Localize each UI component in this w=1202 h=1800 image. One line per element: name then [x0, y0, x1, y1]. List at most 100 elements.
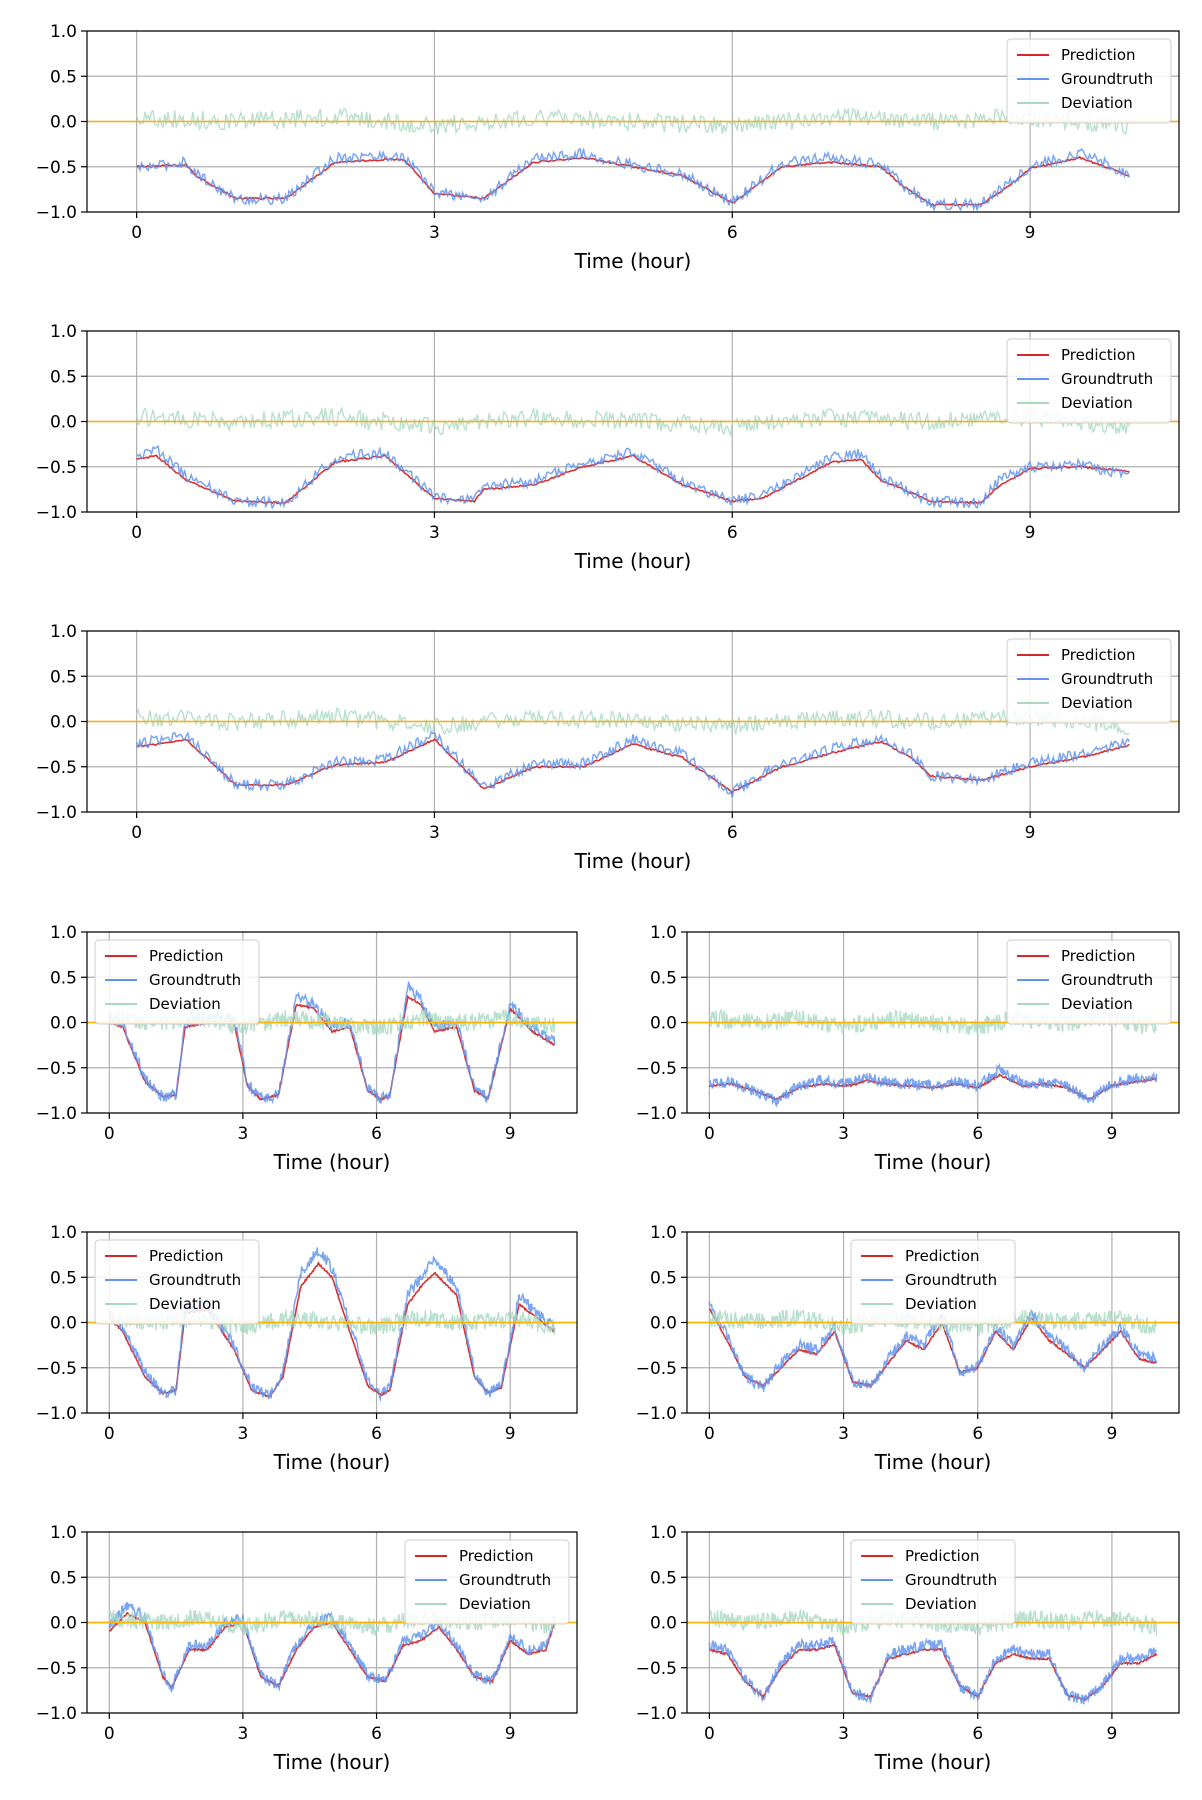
y-tick-label: 1.0 — [50, 923, 77, 943]
x-axis-label: Time (hour) — [273, 1750, 391, 1774]
series-line-prediction — [136, 155, 1130, 207]
legend-label-groundtruth: Groundtruth — [905, 1571, 997, 1589]
y-tick-label: 1.0 — [50, 1523, 77, 1543]
legend: Prediction Groundtruth Deviation — [94, 939, 260, 1025]
y-tick-label: −0.5 — [36, 1359, 77, 1379]
y-tick-label: 1.0 — [50, 1223, 77, 1243]
legend-label-groundtruth: Groundtruth — [459, 1571, 551, 1589]
x-tick-label: 0 — [704, 1424, 715, 1444]
x-tick-label: 0 — [104, 1424, 115, 1444]
series-line-deviation — [135, 106, 1130, 136]
chart-panel-row-1-full: 0 3 6 9 1.0 0.5 0.0 −0.5 −1.0 Time (hour) Predicti… — [36, 22, 1180, 273]
x-tick-label: 9 — [1106, 1724, 1117, 1744]
legend: Prediction Groundtruth Deviation — [1006, 338, 1172, 424]
legend-label-deviation: Deviation — [905, 1295, 977, 1313]
series-line-groundtruth — [136, 147, 1131, 212]
legend-label-deviation: Deviation — [905, 1595, 977, 1613]
legend-label-deviation: Deviation — [1061, 694, 1133, 712]
y-tick-label: −1.0 — [36, 1104, 77, 1124]
y-tick-label: 0.0 — [650, 1014, 677, 1034]
y-tick-label: 0.5 — [650, 1568, 677, 1588]
y-tick-label: 1.0 — [50, 22, 77, 42]
legend-label-prediction: Prediction — [149, 1247, 224, 1265]
plot-area — [135, 406, 1131, 510]
legend-label-groundtruth: Groundtruth — [1061, 70, 1153, 88]
series-line-groundtruth — [108, 1247, 556, 1403]
x-tick-label: 3 — [838, 1124, 849, 1144]
y-tick-label: 0.5 — [50, 367, 77, 387]
legend-label-prediction: Prediction — [459, 1547, 534, 1565]
y-tick-label: −1.0 — [36, 803, 77, 823]
x-tick-label: 6 — [972, 1124, 983, 1144]
x-tick-label: 3 — [838, 1424, 849, 1444]
legend-label-deviation: Deviation — [149, 995, 221, 1013]
y-tick-label: −1.0 — [36, 503, 77, 523]
x-tick-label: 6 — [972, 1424, 983, 1444]
chart-panel-row-5-right: 0 3 6 9 1.0 0.5 0.0 −0.5 −1.0 Time (hour) Predicti… — [636, 1223, 1180, 1474]
x-tick-label: 0 — [704, 1124, 715, 1144]
y-tick-label: 1.0 — [650, 1223, 677, 1243]
chart-panel-row-5-left: 0 3 6 9 1.0 0.5 0.0 −0.5 −1.0 Time (hour) Predicti… — [36, 1223, 578, 1474]
series-line-deviation — [135, 707, 1130, 736]
legend-label-deviation: Deviation — [1061, 94, 1133, 112]
legend: Prediction Groundtruth Deviation — [850, 1239, 1016, 1325]
y-tick-label: 0.5 — [650, 968, 677, 988]
y-tick-label: 1.0 — [650, 923, 677, 943]
legend-label-prediction: Prediction — [905, 1247, 980, 1265]
y-tick-label: 0.0 — [50, 713, 77, 733]
y-tick-label: 0.5 — [650, 1268, 677, 1288]
series-line-groundtruth — [708, 1636, 1158, 1705]
x-tick-label: 3 — [429, 523, 440, 543]
y-tick-label: −1.0 — [636, 1104, 677, 1124]
legend-label-deviation: Deviation — [149, 1295, 221, 1313]
y-tick-label: 0.0 — [50, 413, 77, 433]
x-tick-label: 0 — [104, 1124, 115, 1144]
x-tick-label: 3 — [237, 1124, 248, 1144]
x-tick-label: 6 — [727, 223, 738, 243]
x-axis-label: Time (hour) — [273, 1450, 391, 1474]
x-tick-label: 6 — [727, 523, 738, 543]
y-tick-label: −0.5 — [636, 1059, 677, 1079]
legend: Prediction Groundtruth Deviation — [1006, 38, 1172, 124]
y-tick-label: −0.5 — [36, 1659, 77, 1679]
y-tick-label: −0.5 — [636, 1659, 677, 1679]
x-tick-label: 9 — [1106, 1124, 1117, 1144]
x-tick-label: 3 — [429, 823, 440, 843]
y-tick-label: −1.0 — [636, 1704, 677, 1724]
x-tick-label: 9 — [505, 1724, 516, 1744]
x-tick-label: 0 — [131, 823, 142, 843]
chart-panel-row-2-full: 0 3 6 9 1.0 0.5 0.0 −0.5 −1.0 Time (hour) Predicti… — [36, 322, 1180, 573]
chart-panel-row-6-right: 0 3 6 9 1.0 0.5 0.0 −0.5 −1.0 Time (hour) Predicti… — [636, 1523, 1180, 1774]
series-line-deviation — [108, 1607, 556, 1636]
y-tick-label: 0.5 — [50, 968, 77, 988]
y-tick-label: 0.0 — [50, 1314, 77, 1334]
y-tick-label: −1.0 — [36, 203, 77, 223]
legend-label-groundtruth: Groundtruth — [149, 1271, 241, 1289]
x-tick-label: 9 — [1025, 523, 1036, 543]
y-tick-label: 0.0 — [50, 1014, 77, 1034]
legend: Prediction Groundtruth Deviation — [404, 1539, 570, 1625]
y-tick-label: 0.0 — [650, 1614, 677, 1634]
x-tick-label: 3 — [237, 1724, 248, 1744]
y-tick-label: −1.0 — [636, 1404, 677, 1424]
x-axis-label: Time (hour) — [574, 849, 692, 873]
x-tick-label: 0 — [704, 1724, 715, 1744]
y-tick-label: −0.5 — [36, 1059, 77, 1079]
x-axis-label: Time (hour) — [874, 1450, 992, 1474]
chart-panel-row-3-full: 0 3 6 9 1.0 0.5 0.0 −0.5 −1.0 Time (hour) Predicti… — [36, 622, 1180, 873]
y-tick-label: 1.0 — [650, 1523, 677, 1543]
y-tick-label: 1.0 — [50, 322, 77, 342]
legend: Prediction Groundtruth Deviation — [1006, 939, 1172, 1025]
legend-label-deviation: Deviation — [1061, 995, 1133, 1013]
plot-area — [708, 1302, 1158, 1392]
plot-area — [135, 707, 1131, 798]
legend-label-deviation: Deviation — [1061, 394, 1133, 412]
legend-label-prediction: Prediction — [905, 1547, 980, 1565]
x-tick-label: 9 — [505, 1124, 516, 1144]
x-axis-label: Time (hour) — [874, 1750, 992, 1774]
y-tick-label: 0.5 — [50, 1568, 77, 1588]
series-line-deviation — [708, 1308, 1158, 1336]
x-axis-label: Time (hour) — [273, 1150, 391, 1174]
